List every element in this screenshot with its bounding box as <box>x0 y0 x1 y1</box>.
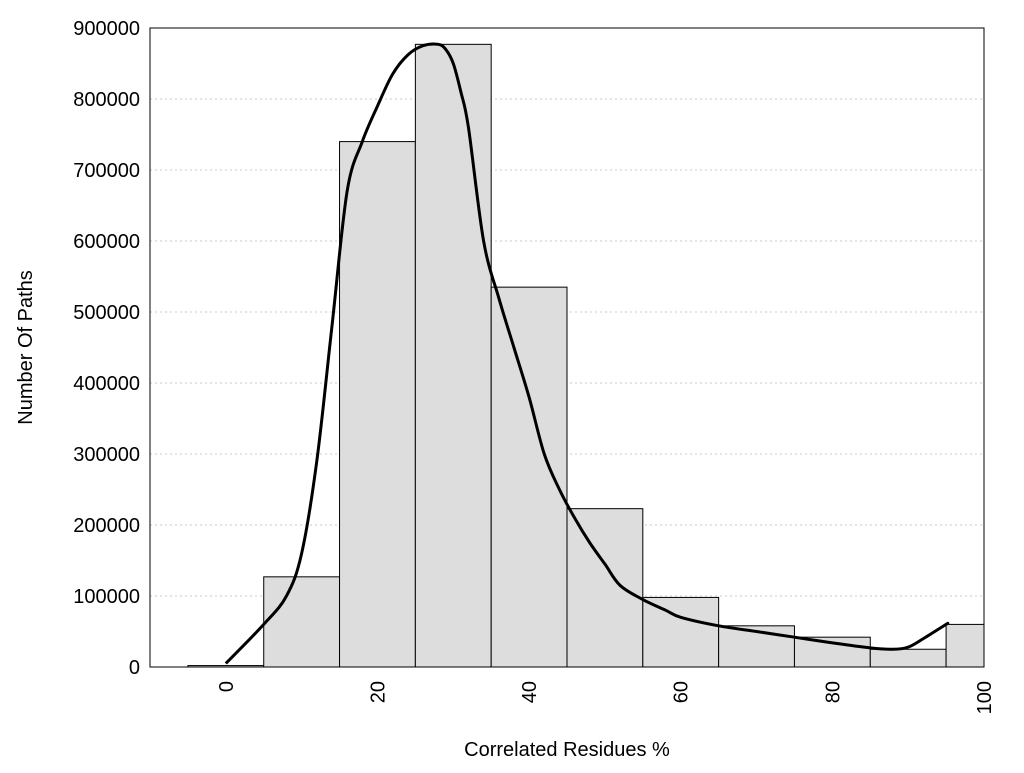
x-tick-label: 20 <box>367 681 389 703</box>
y-tick-label: 600000 <box>73 231 140 253</box>
y-tick-label: 800000 <box>73 89 140 111</box>
histogram-bar <box>339 141 416 668</box>
histogram-bar <box>490 286 568 668</box>
bars <box>187 43 985 668</box>
y-tick-label: 200000 <box>73 515 140 537</box>
histogram-bar <box>414 43 492 668</box>
histogram-bar <box>945 623 985 668</box>
histogram-bar <box>642 596 720 668</box>
y-tick-label: 400000 <box>73 373 140 395</box>
density-curve <box>224 42 950 665</box>
x-tick-label: 100 <box>974 681 996 714</box>
y-tick-label: 300000 <box>73 444 140 466</box>
y-tick-label: 500000 <box>73 302 140 324</box>
x-tick-label: 0 <box>216 681 238 692</box>
x-axis-label: Correlated Residues % <box>464 739 670 761</box>
y-axis-label: Number Of Paths <box>15 270 37 425</box>
histogram-bar <box>263 576 341 668</box>
y-tick-label: 100000 <box>73 586 140 608</box>
density-curve-group <box>224 42 950 665</box>
y-tick-label: 0 <box>129 657 140 679</box>
y-tick-label: 900000 <box>73 18 140 40</box>
plot-frame <box>149 27 985 668</box>
histogram-bar <box>566 508 644 668</box>
y-axis-ticks: 0 100000 200000 300000 400000 500000 600000 700… <box>73 18 140 679</box>
x-tick-label: 40 <box>519 681 541 703</box>
y-tick-label: 700000 <box>73 160 140 182</box>
x-tick-label: 80 <box>822 681 844 703</box>
x-tick-label: 60 <box>671 681 693 703</box>
x-axis-ticks: 0 20 40 60 80 100 <box>216 681 996 714</box>
histogram-bar <box>869 648 947 668</box>
